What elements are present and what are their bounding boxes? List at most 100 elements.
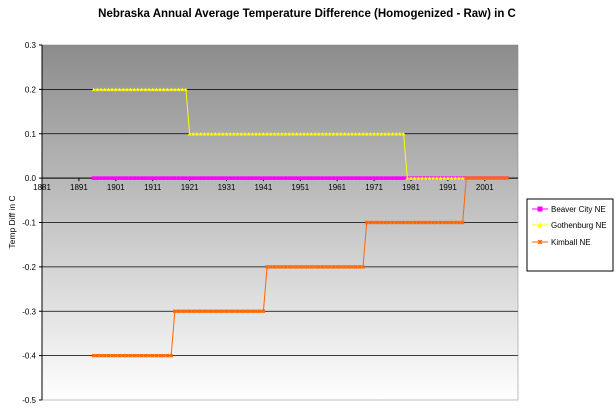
data-point — [217, 131, 221, 136]
y-tick-label: 0.0 — [25, 174, 37, 183]
data-point — [257, 309, 262, 314]
data-point — [195, 131, 199, 136]
data-point — [504, 176, 509, 181]
x-tick-label: 1981 — [402, 183, 420, 192]
data-point — [375, 131, 380, 136]
chart-title: Nebraska Annual Average Temperature Diff… — [98, 8, 516, 20]
data-point — [239, 309, 244, 314]
data-point — [147, 353, 151, 358]
data-point — [232, 176, 236, 180]
data-point — [209, 309, 214, 314]
data-point — [272, 264, 277, 269]
data-point — [468, 176, 472, 181]
y-tick-label: 0.3 — [25, 41, 37, 50]
data-point — [431, 220, 436, 225]
x-tick-label: 1931 — [218, 183, 236, 192]
y-tick-label: -0.3 — [22, 307, 36, 316]
data-point — [386, 220, 391, 225]
data-point — [361, 264, 365, 269]
data-point — [387, 131, 391, 136]
y-tick-label: -0.5 — [22, 396, 36, 405]
data-point — [298, 264, 303, 269]
data-point — [191, 131, 196, 136]
data-point — [409, 176, 413, 180]
data-point — [158, 87, 162, 92]
data-point — [446, 176, 450, 180]
data-point — [272, 131, 277, 136]
data-point — [398, 176, 402, 180]
data-point — [180, 309, 185, 314]
data-point — [206, 309, 211, 314]
data-point — [327, 264, 332, 269]
data-point — [364, 131, 369, 136]
data-point — [401, 220, 406, 225]
data-point — [294, 176, 299, 180]
data-point — [106, 87, 111, 92]
data-point — [209, 176, 214, 180]
data-point — [283, 176, 288, 180]
data-point — [287, 264, 292, 269]
data-point — [161, 176, 166, 180]
data-point — [187, 131, 192, 136]
data-point — [379, 176, 384, 180]
legend-marker — [537, 222, 543, 228]
data-point — [154, 87, 159, 92]
data-point — [147, 87, 151, 92]
data-point — [242, 309, 247, 314]
data-point — [457, 220, 461, 225]
data-point — [457, 176, 461, 180]
data-point — [110, 176, 114, 180]
data-point — [339, 131, 343, 136]
data-point — [280, 176, 284, 180]
data-point — [209, 131, 214, 136]
series-group — [91, 87, 509, 358]
data-point — [250, 309, 255, 314]
data-point — [401, 176, 406, 180]
data-point — [294, 264, 299, 269]
data-point — [143, 176, 148, 180]
data-point — [309, 176, 314, 180]
data-point — [191, 309, 196, 314]
legend-label: Beaver City NE — [551, 205, 606, 214]
data-point — [169, 87, 173, 92]
data-point — [416, 220, 421, 225]
data-point — [261, 309, 266, 314]
data-point — [99, 353, 103, 358]
data-point — [191, 176, 196, 180]
data-point — [195, 309, 199, 314]
data-point — [213, 309, 218, 314]
data-point — [394, 176, 399, 180]
data-point — [427, 176, 432, 180]
data-point — [438, 176, 443, 180]
data-point — [91, 176, 96, 180]
data-point — [423, 176, 428, 180]
y-tick-label: -0.4 — [22, 352, 36, 361]
data-point — [324, 176, 328, 180]
data-point — [350, 176, 354, 180]
data-point — [121, 353, 126, 358]
data-point — [313, 264, 318, 269]
data-point — [102, 353, 107, 358]
data-point — [453, 176, 458, 180]
data-point — [331, 264, 336, 269]
data-point — [95, 87, 100, 92]
data-point — [132, 176, 137, 180]
data-point — [180, 176, 185, 180]
x-tick-label: 1911 — [144, 183, 162, 192]
data-point — [353, 176, 358, 180]
data-point — [113, 87, 118, 92]
data-point — [125, 87, 129, 92]
data-point — [305, 176, 310, 180]
data-point — [95, 176, 100, 180]
data-point — [460, 176, 465, 180]
data-point — [224, 176, 229, 180]
data-point — [364, 176, 369, 180]
y-tick-label: -0.2 — [22, 263, 36, 272]
data-point — [390, 220, 395, 225]
data-point — [235, 176, 240, 180]
data-point — [220, 309, 225, 314]
data-point — [442, 220, 447, 225]
data-point — [136, 176, 140, 180]
data-point — [139, 176, 144, 180]
